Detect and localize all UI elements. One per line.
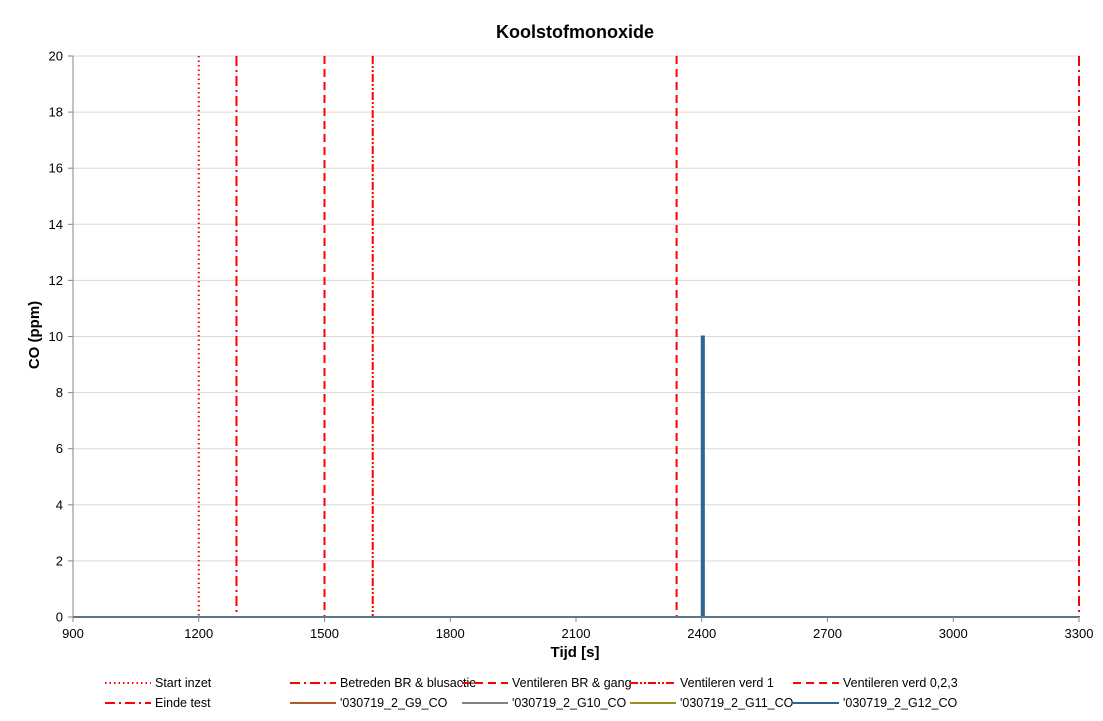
legend-label: '030719_2_G11_CO (680, 696, 794, 710)
y-tick-label: 2 (56, 553, 63, 568)
legend-label: Betreden BR & blusactie (340, 676, 476, 690)
legend-label: '030719_2_G12_CO (843, 696, 958, 710)
y-tick-label: 0 (56, 610, 63, 625)
y-tick-label: 16 (49, 161, 63, 176)
legend-label: Ventileren BR & gang (512, 676, 632, 690)
y-tick-label: 20 (49, 49, 63, 64)
series-line (73, 335, 1079, 618)
y-tick-label: 8 (56, 385, 63, 400)
grid-layer (73, 55, 1079, 618)
legend-label: Start inzet (155, 676, 212, 690)
data-series (73, 335, 1079, 618)
legend-label: '030719_2_G9_CO (340, 696, 448, 710)
x-tick-label: 2100 (562, 626, 591, 641)
y-tick-label: 4 (56, 497, 63, 512)
x-tick-label: 1500 (310, 626, 339, 641)
legend-label: '030719_2_G10_CO (512, 696, 627, 710)
y-tick-label: 12 (49, 273, 63, 288)
event-lines (197, 56, 1080, 617)
axes: 0 2 4 6 8 10 12 14 16 18 20 900 1200 1500 1800 2100 2400… (49, 49, 1094, 642)
chart-title: Koolstofmonoxide (496, 22, 654, 42)
x-tick-label: 1200 (184, 626, 213, 641)
legend-label: Ventileren verd 0,2,3 (843, 676, 958, 690)
y-tick-label: 18 (49, 105, 63, 120)
y-axis-label: CO (ppm) (26, 301, 43, 369)
x-tick-label: 3000 (939, 626, 968, 641)
x-tick-label: 900 (62, 626, 84, 641)
x-tick-label: 2400 (687, 626, 716, 641)
x-tick-label: 3300 (1065, 626, 1094, 641)
x-tick-label: 1800 (436, 626, 465, 641)
x-axis-label: Tijd [s] (551, 644, 600, 661)
y-tick-label: 6 (56, 441, 63, 456)
y-tick-label: 10 (49, 329, 63, 344)
x-tick-label: 2700 (813, 626, 842, 641)
legend-label: Ventileren verd 1 (680, 676, 774, 690)
y-tick-label: 14 (49, 217, 63, 232)
legend: Start inzet Betreden BR & blusactie Ventil… (105, 676, 958, 710)
legend-label: Einde test (155, 696, 211, 710)
